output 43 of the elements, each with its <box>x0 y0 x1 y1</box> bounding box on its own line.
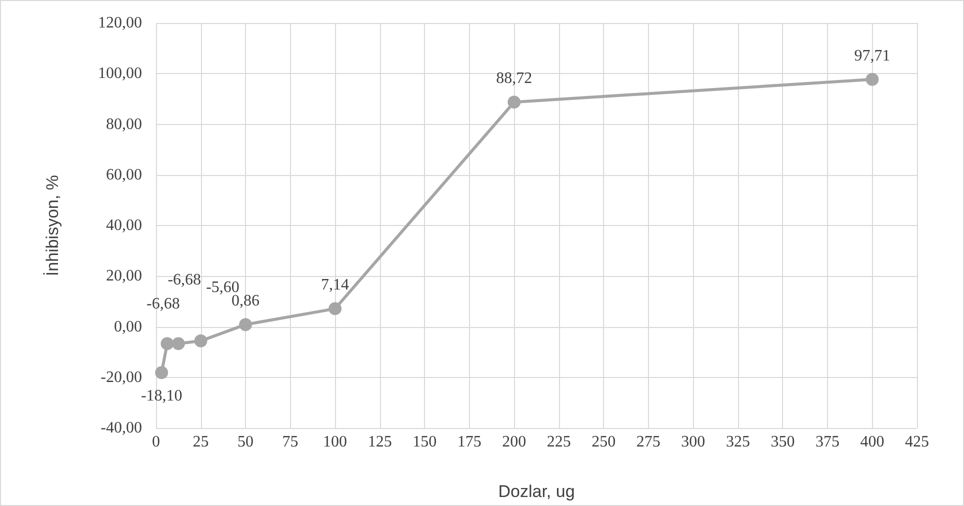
y-tick-label: 120,00 <box>98 14 142 32</box>
point <box>239 318 252 332</box>
x-tick-label: 250 <box>592 434 616 450</box>
data-label: 97,71 <box>854 47 890 64</box>
y-tick-label: 0,00 <box>114 318 142 336</box>
y-tick-label: 100,00 <box>98 65 142 82</box>
point <box>328 302 342 316</box>
x-tick-label: 300 <box>681 434 706 450</box>
point <box>508 96 521 109</box>
x-tick-label: 50 <box>238 434 254 450</box>
y-tick-label: 60,00 <box>106 166 142 184</box>
x-tick-label: 150 <box>412 434 437 450</box>
point <box>160 337 174 350</box>
x-tick-label: 375 <box>815 434 840 450</box>
data-label: -6,68 <box>168 272 202 289</box>
x-tick-label: 325 <box>726 434 750 450</box>
x-tick-label: 125 <box>368 434 392 450</box>
data-label: 7,14 <box>321 276 350 294</box>
x-tick-label: 75 <box>282 434 298 450</box>
x-tick-label: 0 <box>152 434 160 450</box>
x-tick-label: 175 <box>457 434 482 450</box>
x-tick-label: 200 <box>502 434 526 450</box>
x-tick-label: 225 <box>546 434 571 450</box>
x-tick-label: 350 <box>770 434 795 450</box>
y-tick-label: -40,00 <box>100 420 142 436</box>
x-tick-label: 100 <box>323 434 348 450</box>
x-tick-label: 275 <box>636 434 660 450</box>
y-tick-label: 20,00 <box>106 268 142 285</box>
data-label: 88,72 <box>496 70 532 88</box>
x-tick-label: 25 <box>192 434 209 450</box>
point <box>172 337 185 350</box>
y-tick-label: -20,00 <box>100 368 142 386</box>
data-label: -6,68 <box>146 296 180 313</box>
point <box>155 366 168 380</box>
x-tick-label: 400 <box>860 434 884 450</box>
y-tick-label: 80,00 <box>106 116 142 133</box>
y-axis-title: İnhibisyon, % <box>43 174 62 276</box>
point <box>194 334 208 348</box>
data-label: -18,10 <box>140 388 182 405</box>
x-axis-title: Dozlar, ug <box>498 482 575 501</box>
point <box>866 72 879 86</box>
y-tick-label: 40,00 <box>106 217 142 234</box>
x-tick-label: 425 <box>905 434 929 450</box>
